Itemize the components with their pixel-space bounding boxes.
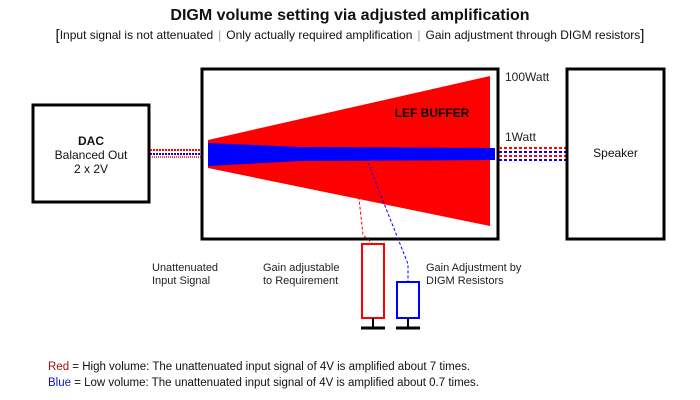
speaker-box <box>565 67 666 241</box>
speaker-label: Speaker <box>593 146 638 160</box>
legend-red-word: Red <box>48 361 70 373</box>
red-feedback-wire <box>354 161 374 245</box>
subtitle-close-bracket: ] <box>640 27 645 44</box>
subtitle-separator: | <box>417 28 421 42</box>
annotation-line: DIGM Resistors <box>426 275 504 287</box>
annotation-line: Unattenuated <box>152 262 219 274</box>
buffer-label: LEF BUFFER <box>395 106 470 120</box>
power-high-label: 100Watt <box>505 70 550 84</box>
dac-label: DAC Balanced Out 2 x 2V <box>33 134 149 176</box>
power-low-label: 1Watt <box>505 130 536 144</box>
annotation-line: to Requirement <box>263 275 339 287</box>
subtitle-open-bracket: [ <box>55 27 60 44</box>
gain-adjustable-annotation: Gain adjustable to Requirement <box>263 262 339 288</box>
diagram-title: DIGM volume setting via adjusted amplifi… <box>170 7 530 24</box>
dac-output-type: Balanced Out <box>54 148 128 162</box>
legend-low-volume: Blue = Low volume: The unattenuated inpu… <box>48 377 479 389</box>
annotation-line: Gain adjustable <box>263 262 340 274</box>
low-volume-amplification-band <box>208 143 495 166</box>
legend-high-text: = High volume: The unattenuated input si… <box>69 361 471 373</box>
gain-adjustment-annotation: Gain Adjustment by DIGM Resistors <box>426 262 521 288</box>
blue-gain-resistor <box>396 281 420 319</box>
diagram-subtitle: [Input signal is not attenuated | Only act… <box>0 27 700 44</box>
annotation-line: Input Signal <box>152 275 211 287</box>
annotation-line: Gain Adjustment by <box>426 262 522 274</box>
subtitle-part-2: Only actually required amplification <box>226 28 413 42</box>
subtitle-part-1: Input signal is not attenuated <box>59 28 214 42</box>
red-gain-resistor <box>361 243 385 319</box>
subtitle-separator: | <box>218 28 222 42</box>
legend-high-volume: Red = High volume: The unattenuated inpu… <box>48 361 470 373</box>
legend-blue-word: Blue <box>48 377 72 389</box>
blue-feedback-wire <box>367 162 409 282</box>
subtitle-part-3: Gain adjustment through DIGM resistors <box>425 28 641 42</box>
dac-box <box>31 103 151 204</box>
dac-title: DAC <box>78 134 104 148</box>
legend-low-text: = Low volume: The unattenuated input sig… <box>71 377 480 389</box>
dac-output-voltage: 2 x 2V <box>73 162 109 176</box>
unattenuated-annotation: Unattenuated Input Signal <box>152 262 218 288</box>
